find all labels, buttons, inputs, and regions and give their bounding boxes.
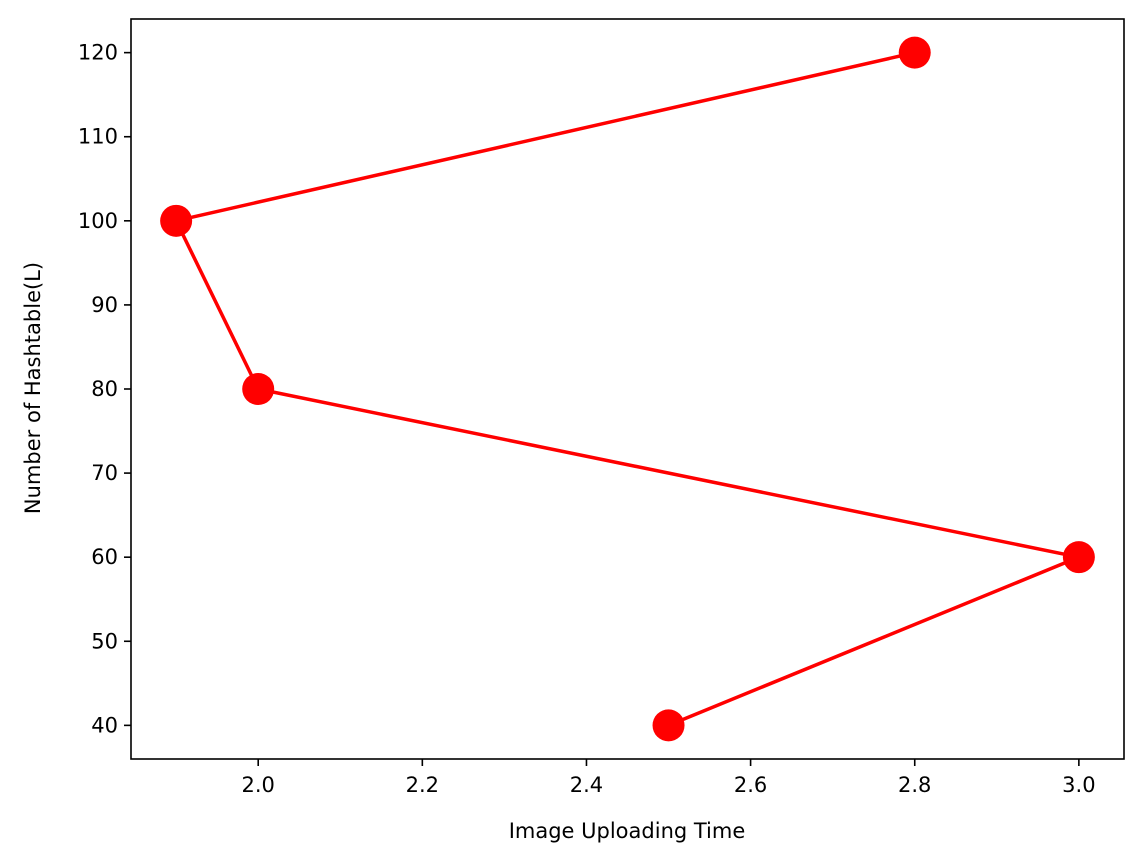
data-point	[160, 204, 193, 237]
y-tick-label: 120	[78, 41, 118, 65]
x-tick-label: 3.0	[1062, 773, 1095, 797]
y-tick-label: 80	[91, 377, 118, 401]
y-tick-label: 110	[78, 125, 118, 149]
y-tick-label: 60	[91, 545, 118, 569]
y-tick-label: 100	[78, 209, 118, 233]
plot-area	[131, 19, 1124, 759]
plot-frame	[130, 18, 1125, 760]
x-tick-label: 2.4	[570, 773, 603, 797]
y-axis-label: Number of Hashtable(L)	[21, 262, 45, 514]
x-axis: 2.0 2.2 2.4 2.6 2.8 3.0	[241, 759, 1096, 797]
x-tick-label: 2.6	[734, 773, 767, 797]
data-point	[898, 36, 931, 69]
y-tick-label: 70	[91, 461, 118, 485]
x-axis-label: Image Uploading Time	[509, 819, 746, 843]
data-point	[242, 373, 275, 405]
y-tick-label: 90	[91, 293, 118, 317]
y-tick-label: 40	[91, 713, 118, 737]
x-tick-label: 2.2	[406, 773, 439, 797]
y-tick-label: 50	[91, 629, 118, 653]
x-tick-label: 2.8	[898, 773, 931, 797]
data-point	[1062, 541, 1095, 574]
x-tick-label: 2.0	[241, 773, 274, 797]
series-layer	[160, 36, 1095, 742]
data-point	[652, 709, 685, 742]
y-axis: 40 50 60 70 80 90 100 110 120	[78, 41, 131, 737]
